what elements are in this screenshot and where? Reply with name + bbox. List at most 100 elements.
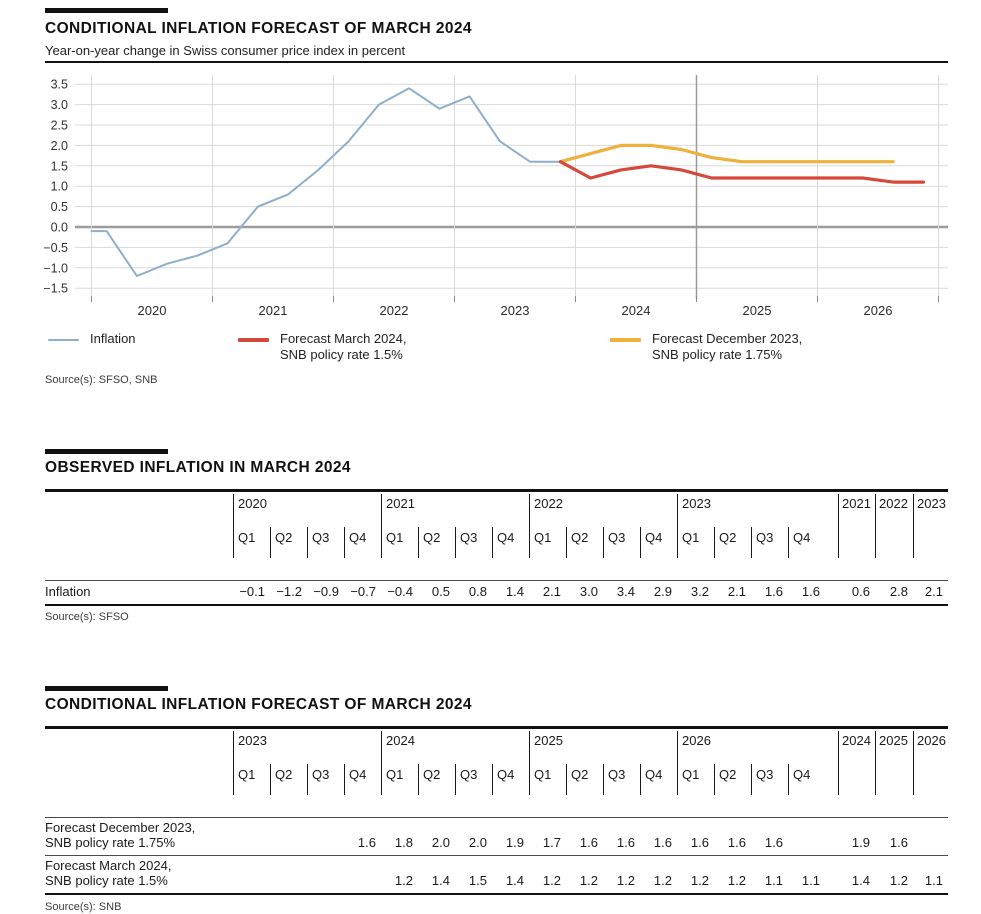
quarterly-value-cell: 3.4 bbox=[616, 584, 635, 599]
quarter-column-label: Q4 bbox=[645, 767, 663, 782]
row-label: Forecast December 2023, bbox=[45, 820, 196, 835]
quarterly-value-cell: 1.6 bbox=[357, 835, 376, 850]
year-group-label: 2023 bbox=[682, 496, 711, 511]
row-separator-rule bbox=[45, 855, 948, 856]
row-label-line2: SNB policy rate 1.75% bbox=[45, 835, 176, 850]
header-rule bbox=[45, 61, 948, 63]
table-top-rule bbox=[45, 726, 948, 729]
x-axis-label: 2023 bbox=[501, 303, 530, 318]
column-separator bbox=[751, 764, 752, 795]
quarterly-value-cell: 1.6 bbox=[727, 835, 746, 850]
table-source-note: Source(s): SNB bbox=[45, 901, 122, 913]
y-axis-label: −1.0 bbox=[43, 261, 68, 275]
quarter-column-label: Q2 bbox=[275, 767, 293, 782]
column-separator bbox=[875, 731, 876, 795]
quarterly-value-cell: 1.6 bbox=[579, 835, 598, 850]
column-separator bbox=[344, 527, 345, 558]
quarterly-value-cell: 1.6 bbox=[616, 835, 635, 850]
column-separator bbox=[714, 764, 715, 795]
section-marker bbox=[45, 449, 168, 454]
quarterly-value-cell: 1.2 bbox=[579, 873, 598, 888]
quarter-column-label: Q1 bbox=[386, 530, 404, 545]
chart-title: CONDITIONAL INFLATION FORECAST OF MARCH … bbox=[45, 20, 472, 37]
column-separator bbox=[875, 494, 876, 558]
quarterly-value-cell: 1.2 bbox=[727, 873, 746, 888]
quarter-column-label: Q2 bbox=[571, 767, 589, 782]
column-separator bbox=[233, 731, 234, 795]
quarterly-value-cell: 1.5 bbox=[468, 873, 487, 888]
column-separator bbox=[307, 527, 308, 558]
x-axis-label: 2021 bbox=[259, 303, 288, 318]
quarterly-value-cell: −0.1 bbox=[239, 584, 265, 599]
y-axis-label: 0.0 bbox=[51, 221, 68, 235]
y-axis-label: 1.0 bbox=[51, 180, 68, 194]
y-axis-label: 3.0 bbox=[51, 98, 68, 112]
annual-value-cell: 1.1 bbox=[924, 873, 943, 888]
forecast-march-2024-snb-policy-rate-1-5-line bbox=[558, 160, 926, 184]
legend-item-inflation[interactable]: Inflation bbox=[48, 331, 136, 347]
y-axis-label: 2.5 bbox=[51, 119, 68, 133]
quarter-column-label: Q2 bbox=[719, 767, 737, 782]
column-separator bbox=[492, 764, 493, 795]
year-group-label: 2024 bbox=[386, 733, 415, 748]
quarter-column-label: Q3 bbox=[608, 530, 626, 545]
x-axis-label: 2026 bbox=[864, 303, 893, 318]
quarter-column-label: Q3 bbox=[608, 767, 626, 782]
quarter-column-label: Q2 bbox=[275, 530, 293, 545]
quarterly-value-cell: 2.0 bbox=[468, 835, 487, 850]
column-separator bbox=[455, 527, 456, 558]
annual-value-cell: 2.8 bbox=[889, 584, 908, 599]
quarterly-value-cell: 1.2 bbox=[690, 873, 709, 888]
annual-value-cell: 1.9 bbox=[851, 835, 870, 850]
header-rule bbox=[45, 580, 948, 581]
legend-item-forecast-december-2023[interactable]: Forecast December 2023, SNB policy rate … bbox=[610, 331, 802, 363]
header-rule bbox=[45, 817, 948, 818]
legend-item-forecast-march-2024[interactable]: Forecast March 2024, SNB policy rate 1.5… bbox=[238, 331, 406, 363]
inflation-line-swatch bbox=[48, 339, 79, 341]
annual-value-cell: 0.6 bbox=[851, 584, 870, 599]
x-axis-label: 2025 bbox=[743, 303, 772, 318]
column-separator bbox=[838, 494, 839, 558]
quarterly-value-cell: 1.2 bbox=[653, 873, 672, 888]
quarter-column-label: Q2 bbox=[571, 530, 589, 545]
annual-column-label: 2023 bbox=[917, 496, 946, 511]
annual-column-label: 2025 bbox=[879, 733, 908, 748]
annual-column-label: 2022 bbox=[879, 496, 908, 511]
quarterly-value-cell: 1.4 bbox=[431, 873, 450, 888]
quarterly-value-cell: 3.2 bbox=[690, 584, 709, 599]
legend-label: Inflation bbox=[90, 331, 136, 346]
quarter-column-label: Q1 bbox=[682, 530, 700, 545]
column-separator bbox=[233, 494, 234, 558]
section-marker bbox=[45, 8, 168, 13]
quarterly-value-cell: 1.8 bbox=[394, 835, 413, 850]
quarterly-value-cell: 1.9 bbox=[505, 835, 524, 850]
quarterly-value-cell: 3.0 bbox=[579, 584, 598, 599]
quarterly-value-cell: 1.6 bbox=[764, 584, 783, 599]
column-separator bbox=[603, 527, 604, 558]
column-separator bbox=[418, 764, 419, 795]
year-group-label: 2022 bbox=[534, 496, 563, 511]
quarter-column-label: Q1 bbox=[238, 767, 256, 782]
y-axis-label: 1.5 bbox=[51, 159, 68, 173]
quarter-column-label: Q1 bbox=[534, 530, 552, 545]
chart-source-note: Source(s): SFSO, SNB bbox=[45, 374, 158, 386]
column-separator bbox=[788, 527, 789, 558]
column-separator bbox=[307, 764, 308, 795]
quarterly-value-cell: 1.6 bbox=[653, 835, 672, 850]
row-label: Inflation bbox=[45, 584, 91, 599]
quarter-column-label: Q4 bbox=[497, 767, 515, 782]
table-source-note: Source(s): SFSO bbox=[45, 611, 129, 623]
observed-inflation-table: 2020 Q1 Q2 Q3 Q4 2021 Q1 Q2 Q3 Q4 2022 Q1 Q2 Q3 Q4 2023… bbox=[45, 489, 948, 606]
quarterly-value-cell: −0.7 bbox=[350, 584, 376, 599]
x-axis-label: 2022 bbox=[380, 303, 409, 318]
column-separator bbox=[838, 731, 839, 795]
quarterly-value-cell: 1.4 bbox=[505, 584, 524, 599]
column-separator bbox=[751, 527, 752, 558]
row-label: Forecast March 2024, bbox=[45, 858, 172, 873]
annual-column-label: 2021 bbox=[842, 496, 871, 511]
inflation-forecast-chart[interactable]: 3.5 3.0 2.5 2.0 1.5 1.0 0.5 0.0 −0.5 −1.0 −1.5 2020… bbox=[0, 0, 981, 325]
annual-column-label: 2024 bbox=[842, 733, 871, 748]
column-separator bbox=[566, 764, 567, 795]
quarterly-value-cell: 0.8 bbox=[468, 584, 487, 599]
